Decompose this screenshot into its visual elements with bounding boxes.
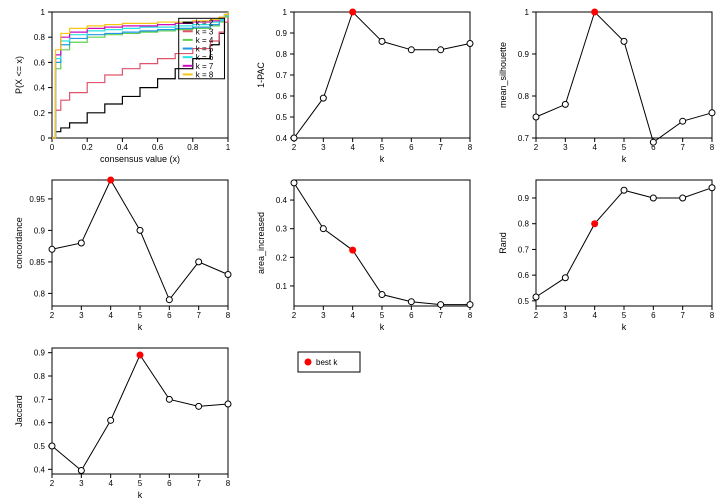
bestk-dot-icon: [305, 359, 311, 365]
bestk-label: best k: [316, 358, 338, 367]
bestk-legend-panel: best k: [0, 0, 720, 504]
